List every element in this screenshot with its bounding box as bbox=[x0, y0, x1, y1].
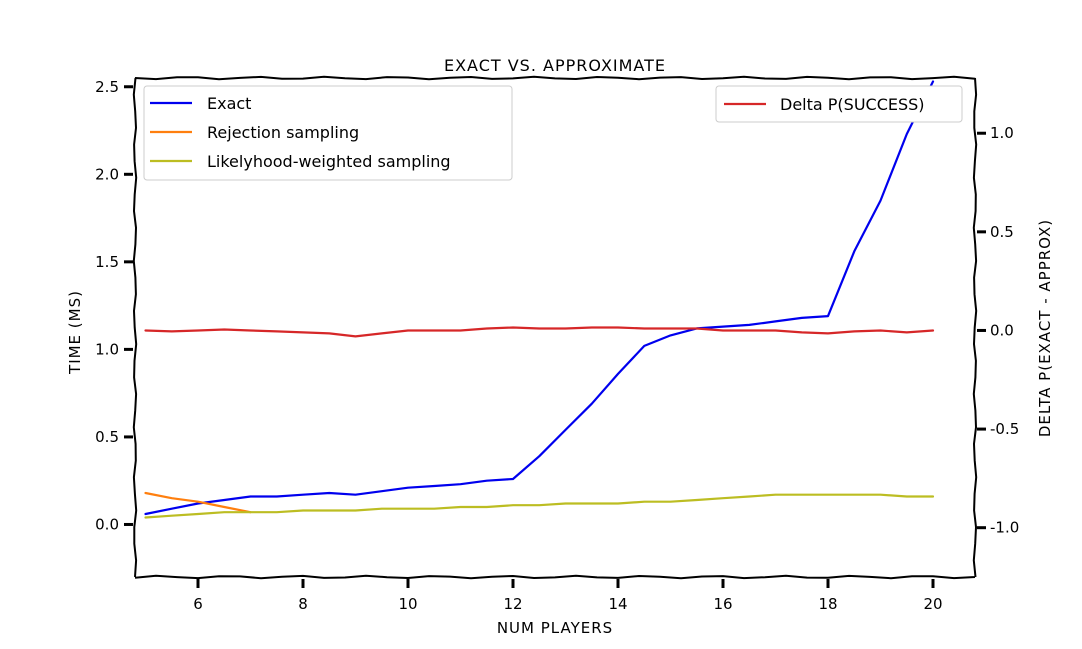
y-tick-label: 0.5 bbox=[95, 428, 119, 446]
legend-label: Rejection sampling bbox=[207, 123, 359, 142]
x-tick-label: 12 bbox=[503, 595, 522, 613]
y-tick-label: 2.5 bbox=[95, 78, 119, 96]
x-tick-label: 14 bbox=[608, 595, 627, 613]
x-tick-label: 10 bbox=[398, 595, 417, 613]
chart-title: EXACT VS. APPROXIMATE bbox=[444, 56, 666, 75]
y-tick-label: 1.0 bbox=[95, 340, 119, 358]
y2-tick-label: 1.0 bbox=[990, 124, 1014, 142]
legend-label: Likelyhood-weighted sampling bbox=[207, 152, 451, 171]
axis-ticks: 6 8 10 12 14 16 18 20 0.0 0.5 1.0 1.5 2.0 2.5 -1.0 -0.5… bbox=[95, 78, 1019, 613]
y-tick-label: 1.5 bbox=[95, 253, 119, 271]
y2-tick-label: 0.0 bbox=[990, 321, 1014, 339]
series-line-0 bbox=[144, 80, 935, 516]
legend-right-box bbox=[715, 85, 963, 123]
y-tick-label: 2.0 bbox=[95, 165, 119, 183]
y-tick-label: 0.0 bbox=[95, 515, 119, 533]
legend-label: Exact bbox=[207, 94, 251, 113]
y2-tick-label: -0.5 bbox=[990, 420, 1019, 438]
x-axis-label: NUM PLAYERS bbox=[497, 619, 613, 637]
legend-left-box bbox=[143, 85, 513, 181]
series-line-3 bbox=[144, 326, 935, 338]
legend-left: Exact Rejection sampling Likelyhood-weight… bbox=[143, 85, 513, 181]
legend-label: Delta P(SUCCESS) bbox=[780, 95, 925, 114]
plot-frame bbox=[132, 75, 978, 580]
x-tick-label: 6 bbox=[193, 595, 203, 613]
x-tick-label: 18 bbox=[818, 595, 837, 613]
y2-tick-label: -1.0 bbox=[990, 519, 1019, 537]
x-tick-label: 20 bbox=[923, 595, 942, 613]
legend-right: Delta P(SUCCESS) bbox=[715, 85, 963, 123]
x-tick-label: 16 bbox=[713, 595, 732, 613]
series-line-2 bbox=[144, 493, 935, 519]
y2-tick-label: 0.5 bbox=[990, 223, 1014, 241]
y-axis-label: TIME (MS) bbox=[66, 290, 84, 375]
series-line-1 bbox=[144, 491, 252, 514]
y2-axis-label: DELTA P(EXACT - APPROX) bbox=[1036, 219, 1054, 437]
x-tick-label: 8 bbox=[298, 595, 308, 613]
plot-area bbox=[144, 80, 935, 519]
